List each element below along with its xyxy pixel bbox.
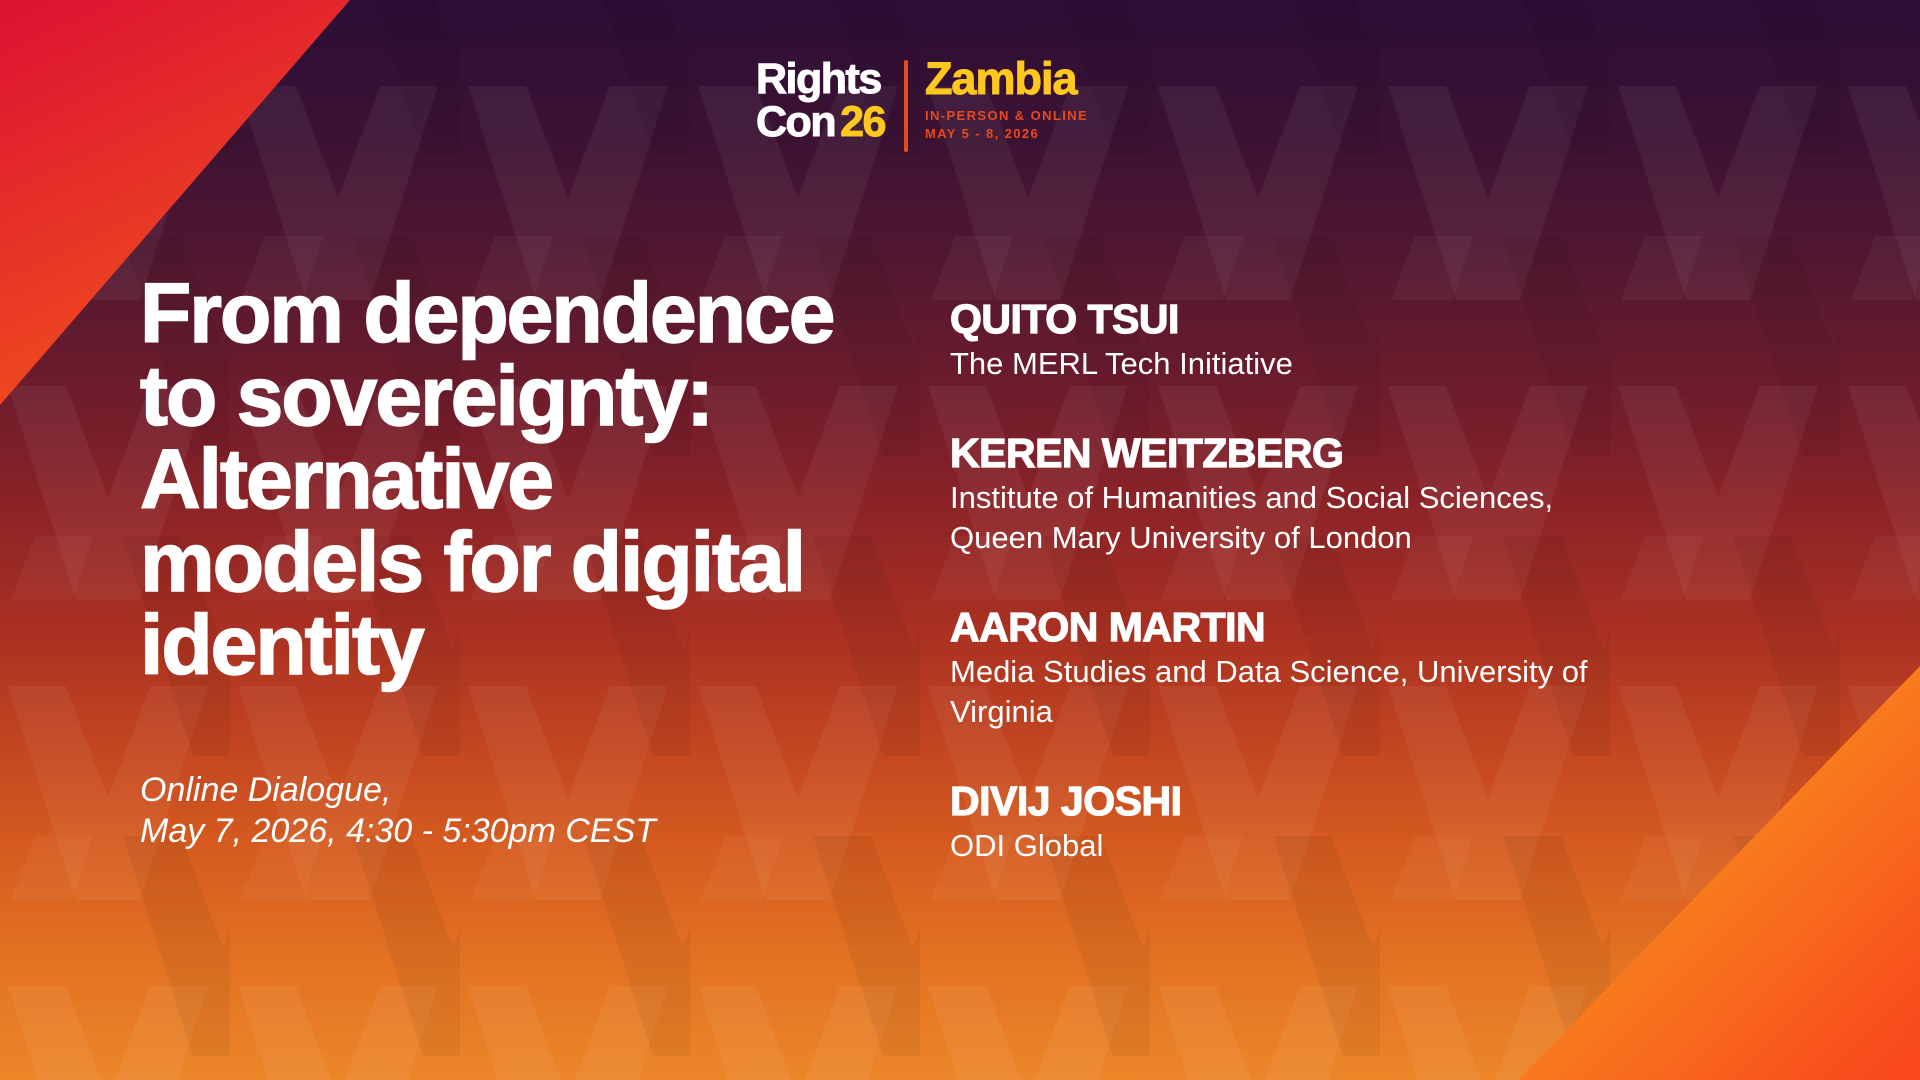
speaker-affiliation: Media Studies and Data Science, Universi…	[950, 654, 1588, 729]
session-title: From dependence to sovereignty: Alternat…	[139, 266, 836, 692]
wordmark-line2: Con 26	[755, 98, 887, 146]
rightscon-logo: Rights Con 26 Zambia IN-PERSON & ONLINE M…	[755, 53, 1089, 152]
speaker-affiliation: Institute of Humanities and Social Scien…	[950, 480, 1554, 555]
speakers-list: QUITO TSUI The MERL Tech Initiative KERE…	[949, 295, 1730, 866]
speaker-item: AARON MARTIN Media Studies and Data Scie…	[949, 603, 1730, 732]
logo-divider-bar	[903, 60, 908, 152]
logo-location-block: Zambia IN-PERSON & ONLINE MAY 5 - 8, 202…	[924, 53, 1089, 152]
speaker-name: DIVIJ JOSHI	[949, 777, 1182, 824]
session-format-and-time: Online Dialogue, May 7, 2026, 4:30 - 5:3…	[140, 771, 656, 850]
host-country-label: Zambia	[924, 53, 1078, 104]
speaker-affiliation: ODI Global	[950, 828, 1104, 863]
speaker-item: QUITO TSUI The MERL Tech Initiative	[949, 295, 1730, 384]
speaker-name: AARON MARTIN	[949, 603, 1266, 650]
rightscon-wordmark: Rights Con 26	[755, 55, 887, 152]
event-dates-label: MAY 5 - 8, 2026	[924, 126, 1040, 141]
speaker-item: DIVIJ JOSHI ODI Global	[949, 777, 1730, 866]
speaker-affiliation: The MERL Tech Initiative	[950, 346, 1293, 381]
speaker-name: QUITO TSUI	[949, 295, 1180, 342]
speaker-name: KEREN WEITZBERG	[949, 429, 1344, 476]
attendance-mode-label: IN-PERSON & ONLINE	[924, 108, 1089, 123]
speaker-item: KEREN WEITZBERG Institute of Humanities …	[949, 429, 1730, 558]
wordmark-year: 26	[840, 98, 887, 146]
wordmark-line1: Rights	[756, 55, 883, 103]
